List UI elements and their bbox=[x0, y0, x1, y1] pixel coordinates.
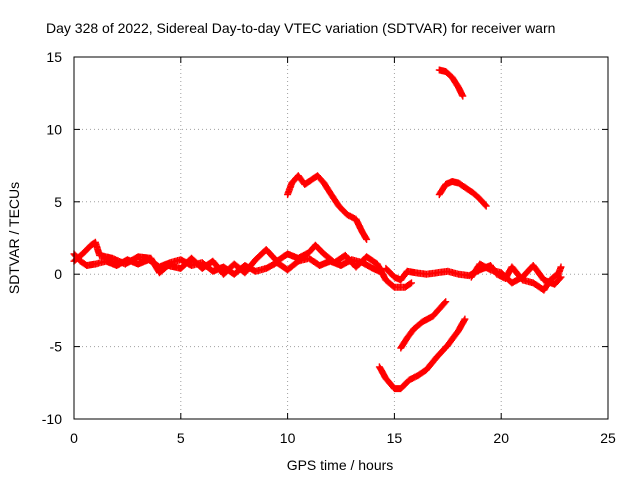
y-tick-label: 5 bbox=[54, 194, 62, 210]
y-tick-label: -5 bbox=[50, 339, 63, 355]
x-tick-label: 0 bbox=[70, 430, 78, 446]
series-marks bbox=[435, 66, 467, 100]
chart-title: Day 328 of 2022, Sidereal Day-to-day VTE… bbox=[46, 20, 555, 36]
x-tick-label: 5 bbox=[177, 430, 185, 446]
series-arc-upper-2 bbox=[435, 66, 467, 100]
series-baseline-d bbox=[467, 260, 565, 288]
series-marks bbox=[284, 172, 371, 243]
series-marks bbox=[435, 178, 490, 210]
series-arc-upper-3 bbox=[435, 178, 490, 210]
x-tick-label: 15 bbox=[387, 430, 403, 446]
y-tick-label: -10 bbox=[42, 411, 62, 427]
y-tick-label: 15 bbox=[46, 49, 62, 65]
y-tick-label: 0 bbox=[54, 266, 62, 282]
plot-frame bbox=[73, 56, 609, 420]
data-marks bbox=[70, 66, 565, 393]
series-marks bbox=[397, 298, 450, 352]
y-tick-label: 10 bbox=[46, 121, 62, 137]
axis-ticks: 0 5 10 15 20 25 -10 -5 0 5 10 15 bbox=[42, 49, 616, 446]
series-arc-upper-1 bbox=[284, 172, 371, 243]
series-arc-lower-2 bbox=[397, 298, 450, 352]
grid bbox=[74, 57, 608, 419]
x-tick-label: 10 bbox=[280, 430, 296, 446]
series-marks bbox=[375, 315, 469, 393]
x-tick-label: 20 bbox=[493, 430, 509, 446]
x-axis-label: GPS time / hours bbox=[287, 457, 394, 473]
series-marks bbox=[467, 260, 565, 288]
y-axis-label: SDTVAR / TECUs bbox=[6, 182, 22, 294]
x-tick-label: 25 bbox=[600, 430, 616, 446]
series-arc-lower-1 bbox=[375, 315, 469, 393]
